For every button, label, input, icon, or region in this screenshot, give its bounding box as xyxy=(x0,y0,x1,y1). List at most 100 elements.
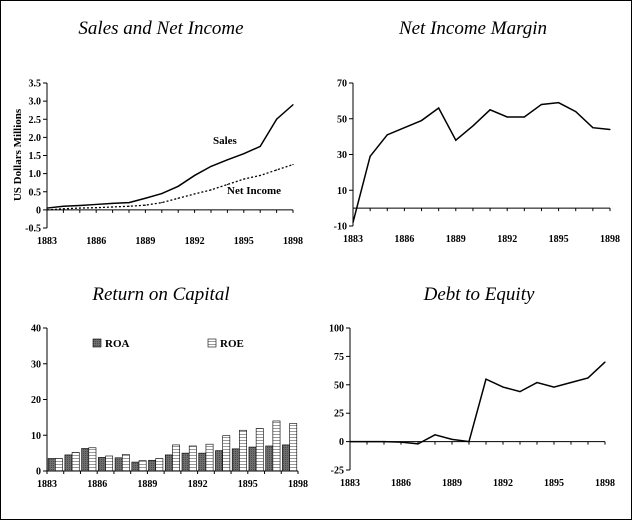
margin-y-tick-label: -10 xyxy=(334,222,347,233)
margin-data-point xyxy=(575,111,577,113)
sales-data-point xyxy=(144,197,146,199)
sales-data-point xyxy=(62,205,64,207)
debt-x-tick-label: 1895 xyxy=(544,478,564,489)
roc-bar-roe xyxy=(239,429,247,472)
sales-data-point xyxy=(194,193,196,195)
sales-y-tick-label: 1.0 xyxy=(29,169,42,180)
sales-x-tick-label: 1892 xyxy=(185,236,205,247)
debt-x-tick-label: 1886 xyxy=(391,478,411,489)
margin-y-tick-label: 30 xyxy=(337,150,347,161)
roc-x-tick-label: 1889 xyxy=(137,479,157,490)
sales-data-point xyxy=(112,202,114,204)
sales-data-point xyxy=(292,104,294,106)
sales-data-point xyxy=(210,165,212,167)
sales-data-point xyxy=(177,197,179,199)
roc-bar-roa xyxy=(164,454,173,472)
sales-x-tick-label: 1898 xyxy=(283,236,303,247)
roc-bar-roe xyxy=(188,445,197,472)
debt-x-tick-label: 1889 xyxy=(442,478,462,489)
roc-x-tick-label: 1883 xyxy=(37,479,57,490)
sales-data-point xyxy=(177,185,179,187)
debt-data-point xyxy=(502,386,504,388)
roc-bar-roa xyxy=(282,444,290,472)
roc-bar-roa xyxy=(47,458,56,472)
debt-data-point xyxy=(468,441,470,443)
margin-x-tick-label: 1883 xyxy=(343,234,363,245)
margin-data-point xyxy=(506,116,508,118)
roc-bar-roe xyxy=(272,420,281,472)
margin-x-tick-label: 1892 xyxy=(497,234,517,245)
debt-data-point xyxy=(519,391,521,393)
sales-data-point xyxy=(259,174,261,177)
sales-data-point xyxy=(79,207,81,209)
sales-y-tick-label: 0.5 xyxy=(29,187,42,198)
roc-bar-roe xyxy=(55,458,63,472)
sales-y-tick-label: 0 xyxy=(36,205,41,216)
debt-y-tick-label: 0 xyxy=(339,437,344,448)
roc-bar-roa xyxy=(98,457,106,472)
roc-y-tick-label: 20 xyxy=(31,395,41,406)
margin-data-point xyxy=(455,139,457,141)
roc-bar-roa xyxy=(248,446,257,472)
margin-y-tick-label: 70 xyxy=(337,79,347,90)
margin-data-point xyxy=(489,109,491,111)
roc-x-tick-label: 1895 xyxy=(238,479,258,490)
sales-data-point xyxy=(46,207,48,209)
debt-data-point xyxy=(434,434,436,436)
roc-bar-roa xyxy=(198,452,207,472)
roc-bar-roe xyxy=(138,460,147,472)
margin-y-tick-label: 10 xyxy=(337,186,347,197)
margin-data-point xyxy=(438,107,440,109)
sales-data-point xyxy=(276,169,278,171)
debt-y-tick-label: 50 xyxy=(334,380,344,391)
roc-bar-roa xyxy=(231,448,240,472)
roc-legend-swatch xyxy=(92,338,102,348)
debt-data-point xyxy=(485,378,487,380)
sales-data-point xyxy=(226,183,228,186)
sales-data-point xyxy=(194,174,196,177)
roc-x-tick-label: 1886 xyxy=(87,479,107,490)
roc-bar-roe xyxy=(289,423,298,472)
roc-y-tick-label: 0 xyxy=(36,467,41,478)
margin-data-point xyxy=(592,127,594,129)
debt-data-point xyxy=(349,441,351,443)
sales-y-tick-label: 3.5 xyxy=(29,79,42,90)
roc-bar-roa xyxy=(181,452,190,472)
margin-x-tick-label: 1886 xyxy=(394,234,414,245)
roc-legend-label: ROA xyxy=(105,338,130,350)
sales-data-point xyxy=(46,209,48,211)
roc-bar-roe xyxy=(155,458,164,472)
margin-data-point xyxy=(558,102,560,104)
sales-data-point xyxy=(128,202,130,204)
roc-bar-roe xyxy=(88,447,97,472)
roc-bar-roe xyxy=(255,428,264,472)
roc-x-tick-label: 1892 xyxy=(188,479,208,490)
sales-data-point xyxy=(62,208,64,210)
sales-x-tick-label: 1895 xyxy=(234,236,254,247)
debt-y-tick-label: -25 xyxy=(331,466,344,477)
roc-bar-roa xyxy=(64,454,73,472)
roc-bar-roa xyxy=(114,457,123,472)
debt-series-line xyxy=(350,361,606,445)
sales-data-point xyxy=(210,189,212,191)
debt-data-point xyxy=(587,377,589,379)
debt-data-point xyxy=(536,381,538,384)
margin-data-point xyxy=(540,103,543,106)
debt-x-tick-label: 1883 xyxy=(340,478,360,489)
roc-bar-roa xyxy=(265,445,274,472)
sales-y-tick-label: 2.0 xyxy=(29,133,42,144)
sales-x-tick-label: 1889 xyxy=(135,236,155,247)
roc-bar-roe xyxy=(205,443,214,472)
sales-data-point xyxy=(161,202,163,204)
margin-y-tick-label: 50 xyxy=(337,114,347,125)
margin-data-point xyxy=(403,127,405,129)
debt-y-tick-label: 25 xyxy=(334,409,344,420)
roc-bar-roe xyxy=(71,452,80,472)
margin-data-point xyxy=(420,119,423,122)
roc-y-tick-label: 40 xyxy=(31,324,41,335)
sales-data-point xyxy=(95,203,97,206)
roc-bar-roe xyxy=(222,435,231,472)
sales-data-point xyxy=(144,204,146,206)
margin-title: Net Income Margin xyxy=(398,18,547,39)
